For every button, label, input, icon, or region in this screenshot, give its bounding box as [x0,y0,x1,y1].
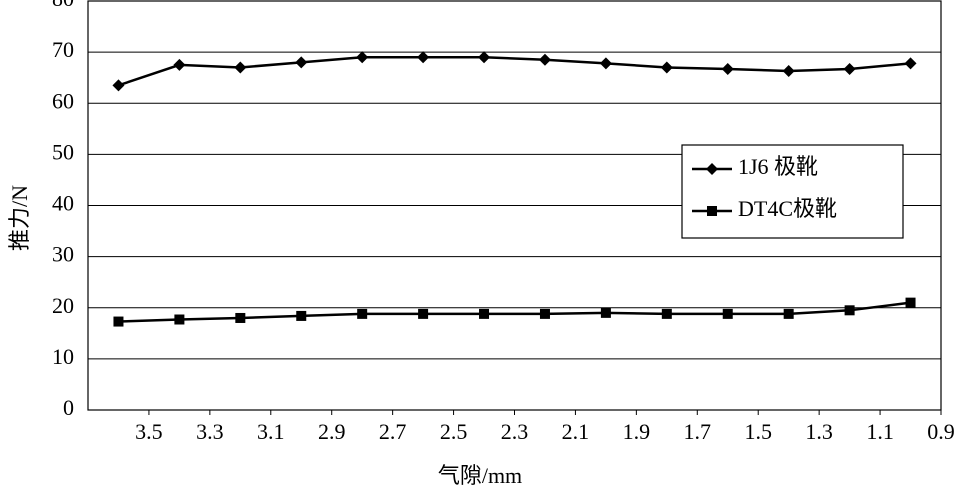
x-tick-label: 2.3 [501,419,529,444]
marker [538,53,551,66]
legend-marker [706,163,718,175]
plot-border [87,0,942,411]
y-tick-label: 40 [52,191,74,216]
marker [600,307,611,318]
x-tick-label: 3.3 [196,419,224,444]
marker [539,308,550,319]
y-tick-label: 10 [52,344,74,369]
marker [479,308,490,319]
legend-box [681,144,904,239]
marker [113,316,124,327]
marker [904,57,917,70]
x-tick-label: 1.5 [744,419,772,444]
marker [661,308,672,319]
y-tick-label: 30 [52,242,74,267]
marker [173,58,186,71]
x-tick-label: 1.3 [805,419,833,444]
marker [722,308,733,319]
y-tick-label: 70 [52,37,74,62]
marker [721,62,734,75]
marker [112,79,125,92]
x-tick-label: 1.1 [866,419,894,444]
y-tick-label: 50 [52,139,74,164]
marker [783,308,794,319]
marker [234,61,247,74]
x-tick-label: 2.5 [440,419,468,444]
marker [296,310,307,321]
marker [599,57,612,70]
marker [418,308,429,319]
legend-label: DT4C极靴 [738,196,837,221]
series-line [118,301,911,323]
marker [235,312,246,323]
x-tick-label: 3.5 [135,419,163,444]
marker [357,308,368,319]
x-tick-label: 2.7 [379,419,407,444]
marker [843,62,856,75]
y-tick-label: 0 [63,395,74,420]
y-tick-label: 80 [52,0,74,11]
marker [478,51,491,64]
marker [660,61,673,74]
x-tick-label: 1.7 [684,419,712,444]
x-tick-label: 0.9 [927,419,955,444]
x-axis-label: 气隙/mm [438,463,522,488]
marker [356,51,369,64]
y-tick-label: 20 [52,293,74,318]
marker [295,56,308,69]
marker [844,305,855,316]
x-tick-label: 1.9 [623,419,651,444]
legend-label: 1J6 极靴 [738,154,818,179]
x-tick-label: 3.1 [257,419,285,444]
legend-marker [707,206,717,216]
x-tick-label: 2.9 [318,419,346,444]
y-tick-label: 60 [52,88,74,113]
x-tick-label: 2.1 [562,419,590,444]
marker [782,65,795,78]
marker [174,314,185,325]
y-axis-label: 推力/N [7,185,32,251]
series-line [118,55,911,87]
marker [905,297,916,308]
marker [417,51,430,64]
